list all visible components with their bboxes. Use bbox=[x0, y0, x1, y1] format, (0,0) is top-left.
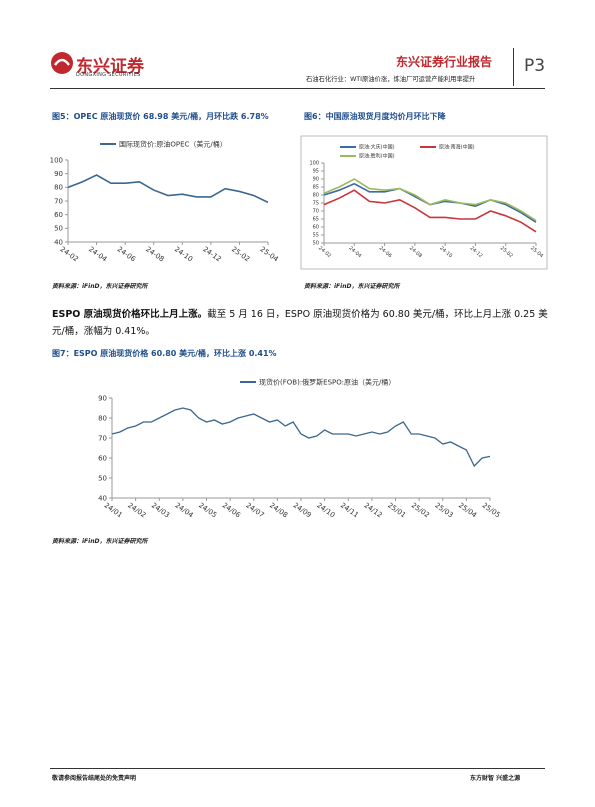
x-tick-label: 25/02 bbox=[410, 501, 431, 519]
series-line bbox=[67, 174, 269, 204]
series-line bbox=[323, 189, 537, 233]
figure-title: 图5：OPEC 原油现货价 68.98 美元/桶，月环比跌 6.78% bbox=[52, 112, 269, 121]
x-tick-label: 24-04 bbox=[347, 245, 362, 259]
y-tick-label: 50 bbox=[98, 474, 107, 482]
y-tick-label: 100 bbox=[50, 156, 63, 164]
y-tick-label: 80 bbox=[313, 193, 319, 199]
y-tick-label: 100 bbox=[309, 161, 319, 167]
figure-title: 图6：中国原油现货月度均价月环比下降 bbox=[304, 112, 446, 121]
logo-en: DONGXING SECURITIES bbox=[76, 72, 141, 78]
legend-label: 原油:胜利(中国) bbox=[359, 153, 395, 160]
y-tick-label: 50 bbox=[54, 225, 63, 233]
y-tick-label: 90 bbox=[313, 177, 319, 183]
footer-right: 东方财智 兴盛之源 bbox=[470, 775, 521, 782]
y-tick-label: 60 bbox=[98, 454, 107, 462]
chart: 40 50 60 70 80 90 100 24-02 24-04 24-06 24-08 24-10… bbox=[50, 139, 281, 264]
x-tick-label: 24/08 bbox=[268, 501, 289, 519]
legend-label: 国际现货价:原油OPEC（美元/桶） bbox=[119, 139, 227, 148]
y-tick-label: 40 bbox=[98, 494, 107, 502]
x-tick-label: 24-02 bbox=[317, 245, 332, 259]
source: 资料来源：iFinD，东兴证券研究所 bbox=[304, 283, 400, 290]
chart: 50 55 60 65 70 75 80 85 90 95 100 24-02 24-04 24-06 24… bbox=[300, 135, 548, 270]
x-tick-label: 24/12 bbox=[362, 501, 383, 519]
y-tick-label: 70 bbox=[313, 209, 319, 215]
footer-left: 敬请参阅报告结尾处的免责声明 bbox=[52, 775, 137, 782]
x-tick-label: 25/01 bbox=[386, 501, 407, 519]
x-tick-label: 24-08 bbox=[408, 245, 423, 259]
footer-rule bbox=[50, 768, 545, 769]
x-tick-label: 24-10 bbox=[173, 245, 194, 263]
paragraph-body: 截至 5 月 16 日，ESPO 原油现货价格为 60.80 美元/桶，环比上月… bbox=[52, 309, 548, 337]
x-tick-label: 24-04 bbox=[87, 245, 109, 264]
chart-frame bbox=[300, 135, 548, 270]
x-tick-label: 24-12 bbox=[469, 245, 484, 259]
y-tick-label: 60 bbox=[54, 211, 63, 219]
x-tick-label: 24/06 bbox=[221, 501, 243, 519]
x-tick-label: 24/07 bbox=[244, 501, 265, 519]
legend-label: 原油:南海(中国) bbox=[439, 144, 475, 151]
paragraph-lead: ESPO 原油现货价格环比上月上涨。 bbox=[52, 309, 208, 320]
y-tick-label: 85 bbox=[313, 185, 319, 191]
y-tick-label: 60 bbox=[313, 225, 319, 231]
y-tick-label: 50 bbox=[313, 241, 319, 247]
subtitle: 石油石化行业：WTI原油价涨，炼油厂可运营产能利用率提升 bbox=[306, 76, 476, 83]
x-tick-label: 24/02 bbox=[126, 501, 147, 519]
y-tick-label: 70 bbox=[98, 434, 107, 442]
report-type: 东兴证券行业报告 bbox=[396, 55, 493, 69]
source: 资料来源：iFinD，东兴证券研究所 bbox=[52, 538, 148, 545]
y-tick-label: 70 bbox=[54, 197, 63, 205]
y-tick-label: 90 bbox=[54, 170, 63, 178]
x-tick-label: 25/04 bbox=[457, 501, 479, 519]
x-tick-label: 24-06 bbox=[116, 245, 138, 264]
source: 资料来源：iFinD，东兴证券研究所 bbox=[52, 283, 148, 290]
x-tick-label: 24-12 bbox=[201, 245, 222, 263]
figure-title: 图7：ESPO 原油现货价格 60.80 美元/桶，环比上涨 0.41% bbox=[52, 349, 277, 358]
y-tick-label: 80 bbox=[98, 414, 107, 422]
x-tick-label: 24/01 bbox=[103, 501, 124, 519]
x-tick-label: 25/05 bbox=[481, 501, 502, 519]
x-tick-label: 24-08 bbox=[144, 245, 165, 263]
y-tick-label: 65 bbox=[313, 217, 319, 223]
x-tick-label: 24/11 bbox=[339, 501, 360, 519]
x-tick-label: 24-06 bbox=[378, 245, 393, 259]
logo-text: 东兴证券 bbox=[76, 57, 144, 77]
legend-label: 现货价(FOB):俄罗斯ESPO:原油（美元/桶） bbox=[259, 377, 395, 386]
x-tick-label: 24/10 bbox=[315, 501, 336, 519]
y-tick-label: 80 bbox=[54, 184, 63, 192]
x-tick-label: 25/03 bbox=[433, 501, 454, 519]
x-tick-label: 24/03 bbox=[150, 501, 171, 519]
x-tick-label: 25-02 bbox=[499, 245, 514, 259]
series-line bbox=[323, 178, 537, 222]
series-line bbox=[111, 407, 491, 468]
y-tick-label: 95 bbox=[313, 169, 319, 175]
legend-label: 原油:大庆(中国) bbox=[359, 144, 395, 151]
x-tick-label: 25-02 bbox=[230, 245, 251, 263]
logo-icon bbox=[51, 52, 73, 74]
y-tick-label: 75 bbox=[313, 201, 319, 207]
x-tick-label: 24/09 bbox=[292, 501, 313, 519]
x-tick-label: 25-04 bbox=[259, 245, 281, 264]
x-tick-label: 24/05 bbox=[197, 501, 218, 519]
y-tick-label: 55 bbox=[313, 233, 319, 239]
x-tick-label: 24/04 bbox=[173, 501, 195, 519]
paragraph: ESPO 原油现货价格环比上月上涨。截至 5 月 16 日，ESPO 原油现货价… bbox=[52, 306, 550, 340]
y-tick-label: 90 bbox=[98, 394, 107, 402]
page-number: P3 bbox=[524, 56, 546, 76]
divider bbox=[513, 48, 514, 86]
y-tick-label: 40 bbox=[54, 238, 63, 246]
x-tick-label: 24-02 bbox=[59, 245, 80, 263]
header-rule bbox=[50, 88, 545, 89]
x-tick-label: 25-04 bbox=[529, 245, 544, 259]
x-tick-label: 24-10 bbox=[438, 245, 453, 259]
